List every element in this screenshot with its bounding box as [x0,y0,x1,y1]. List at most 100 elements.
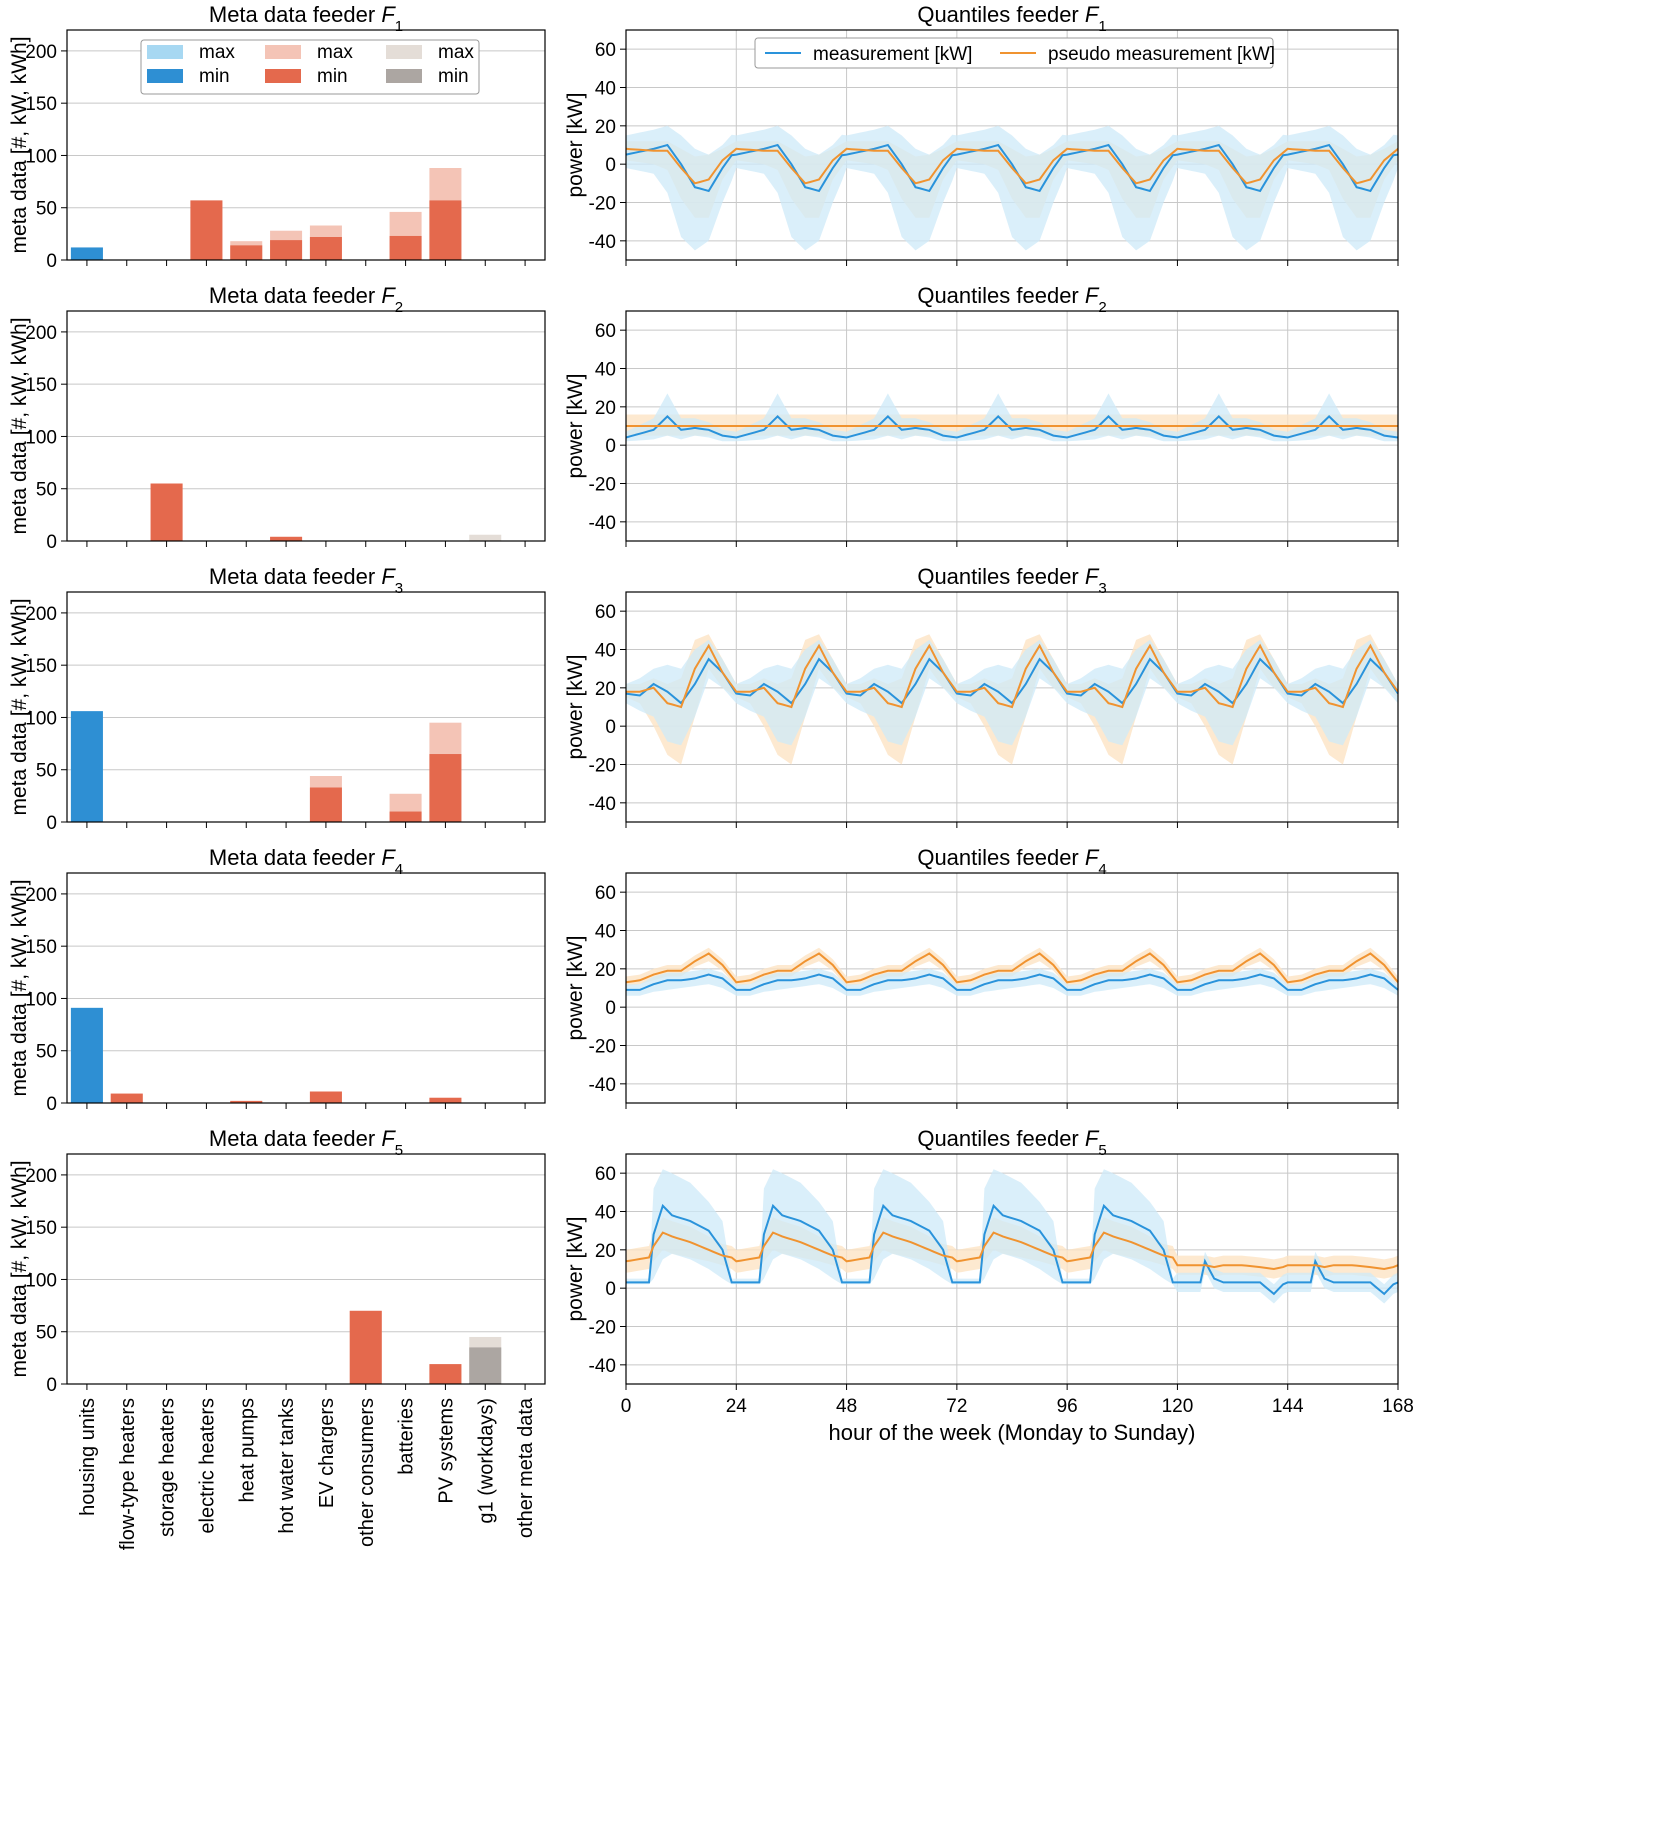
bar-chart-title: Meta data feeder F5 [209,1126,403,1159]
y-tick-label: -40 [589,232,616,253]
legend-label: min [317,66,348,87]
y-tick-label: 0 [605,717,616,738]
category-label: housing units [77,1398,99,1516]
bar-min [230,1100,263,1103]
y-axis-label: meta data [#, kW, kWh] [8,36,31,253]
category-label: flow-type heaters [117,1398,139,1550]
legend-label: measurement [kW] [813,44,972,65]
category-label: storage heaters [157,1398,179,1537]
legend-box [140,39,480,95]
category-label: heat pumps [236,1398,258,1503]
y-tick-label: 20 [595,117,616,138]
legend-swatch [265,45,301,59]
bar-min [469,1347,502,1384]
line-panel-f2: -40 -20 0 20 40 60 Quantiles feeder F2 power [k… [564,283,1399,547]
x-tick-label: 24 [726,1396,748,1417]
y-tick-label: 20 [595,960,616,981]
pseudo-measurement-line [625,1231,1399,1271]
legend-swatch [147,45,183,59]
y-tick-label: -20 [589,1318,616,1339]
pseudo-measurement-line [625,952,1399,984]
category-label: hot water tanks [276,1398,298,1534]
y-tick-label: -40 [589,1356,616,1377]
line-chart-title: Quantiles feeder F5 [917,1126,1106,1159]
bar-panel-f2: 0 50 100 150 200 Meta data feeder F2 meta data… [8,283,546,553]
category-label: other consumers [356,1398,378,1547]
bar-max [469,534,502,541]
bar-min [389,811,422,822]
measurement-line [626,1203,1399,1296]
y-tick-label: 50 [36,761,57,782]
y-tick-label: -20 [589,194,616,215]
y-tick-label: 100 [25,989,57,1010]
bar-min [429,200,462,260]
category-label: g1 (workdays) [475,1398,497,1524]
measurement-line [626,973,1399,991]
bar-min [110,1093,143,1103]
line-chart-title: Quantiles feeder F1 [917,2,1106,35]
y-axis-label: meta data [#, kW, kWh] [8,1160,31,1377]
category-label: batteries [396,1398,418,1475]
y-tick-label: 150 [25,375,57,396]
bar-min [389,235,422,260]
bar-min [309,1091,342,1103]
line-legend: measurement [kW] pseudo measurement [kW] [754,37,1275,69]
y-tick-label: -40 [589,794,616,815]
y-tick-label: 60 [595,883,616,904]
y-tick-label: 0 [46,813,57,834]
x-tick-label: 96 [1057,1396,1078,1417]
y-tick-label: 60 [595,321,616,342]
y-tick-label: 0 [605,1279,616,1300]
bar-panel-f3: 0 50 100 150 200 Meta data feeder F3 meta data… [8,564,546,834]
y-tick-label: 200 [25,42,57,63]
x-tick-label: 144 [1272,1396,1304,1417]
y-tick-label: 0 [46,1375,57,1396]
y-axis-label: meta data [#, kW, kWh] [8,317,31,534]
pseudo-measurement-line [626,643,1399,709]
y-tick-label: 0 [46,532,57,553]
measurement-line [625,657,1399,705]
legend-label: min [438,66,469,87]
measurement-quantile-band [626,639,1398,746]
y-tick-label: 100 [25,427,57,448]
bar-min [270,536,303,541]
y-tick-label: 50 [36,199,57,220]
bar-chart-title: Meta data feeder F3 [209,564,403,597]
bar-min [349,1310,382,1384]
bar-chart-title: Meta data feeder F2 [209,283,403,316]
y-tick-label: 0 [605,155,616,176]
y-tick-label: 60 [595,1164,616,1185]
pseudo-measurement-line [625,147,1399,185]
y-tick-label: 200 [25,323,57,344]
y-tick-label: 40 [595,1203,616,1224]
line-panel-f4: -40 -20 0 20 40 60 Quantiles feeder F4 power [k… [564,845,1399,1109]
y-tick-label: 100 [25,146,57,167]
y-tick-label: 0 [605,998,616,1019]
y-tick-label: 150 [25,1218,57,1239]
y-tick-label: 0 [605,436,616,457]
measurement-line [625,415,1399,439]
plot-frame [625,29,1399,261]
bar-min [70,247,103,260]
plot-frame [625,591,1399,823]
x-axis-label: hour of the week (Monday to Sunday) [829,1420,1196,1445]
legend-label: max [438,42,474,63]
legend-swatch [265,69,301,83]
legend-swatch [386,45,422,59]
bar-min [429,1097,462,1103]
plot-frame [66,872,546,1104]
line-chart-title: Quantiles feeder F4 [917,845,1106,878]
legend-label: pseudo measurement [kW] [1048,44,1275,65]
y-tick-label: 20 [595,1241,616,1262]
plot-frame [625,1153,1399,1385]
y-tick-label: 100 [25,708,57,729]
y-axis-label: power [kW] [564,373,587,478]
x-tick-label: 72 [946,1396,967,1417]
x-tick-label: 120 [1162,1396,1194,1417]
category-label: electric heaters [196,1398,218,1534]
y-axis-label: power [kW] [564,654,587,759]
bar-legend: max max max min min min [140,39,480,95]
y-tick-label: 20 [595,398,616,419]
x-tick-label: 168 [1382,1396,1414,1417]
y-tick-label: 60 [595,602,616,623]
